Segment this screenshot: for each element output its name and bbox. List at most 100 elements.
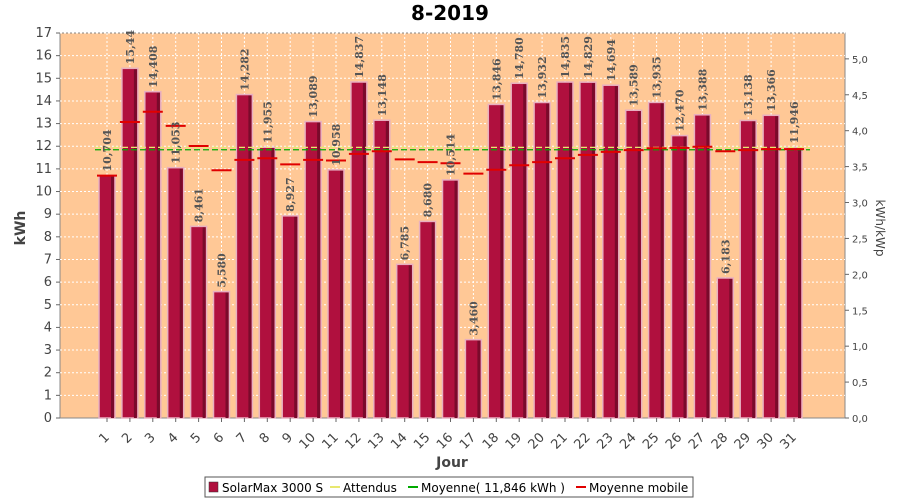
x-tick-label: 15	[411, 430, 433, 452]
legend-box	[204, 476, 694, 498]
data-label: 10,514	[445, 133, 458, 175]
x-tick-label: 21	[549, 430, 571, 452]
data-label: 8,461	[193, 188, 206, 222]
x-tick-label: 1	[96, 430, 112, 446]
bar-shade	[706, 115, 710, 418]
x-tick-label: 3	[142, 430, 158, 446]
bar-shade	[248, 95, 252, 419]
x-axis-title: Jour	[435, 455, 468, 471]
y-right-tick-label: 2,0	[852, 270, 868, 281]
y-right-tick-label: 0,0	[852, 414, 868, 425]
y-tick-label: 16	[35, 49, 52, 64]
data-label: 8,680	[422, 183, 435, 218]
y-tick-label: 17	[35, 26, 52, 41]
y-right-tick-label: 5,0	[852, 55, 868, 66]
data-labels: 10,704 15,44 14,408 11,053 8,461 5,580 14,282 1…	[101, 30, 801, 336]
legend: SolarMax 3000 S Attendus Moyenne( 11,846…	[204, 476, 694, 498]
bar-shade	[454, 180, 458, 418]
legend-label-solarmax: SolarMax 3000 S	[222, 481, 323, 495]
x-tick-label: 14	[388, 430, 410, 452]
data-label: 12,470	[674, 89, 687, 131]
y-tick-label: 14	[35, 94, 52, 109]
x-tick-label: 17	[457, 430, 479, 452]
x-tick-label: 20	[526, 430, 548, 452]
y-right-tick-label: 4,0	[852, 127, 868, 138]
x-tick-label: 7	[234, 430, 250, 446]
y-tick-label: 0	[44, 411, 52, 426]
data-label: 14,282	[238, 48, 251, 90]
y-tick-label: 13	[35, 117, 52, 132]
legend-label-attendus: Attendus	[343, 481, 397, 495]
legend-label-moyenne-mobile: Moyenne mobile	[589, 481, 688, 495]
data-label: 6,785	[399, 226, 412, 260]
x-tick-label: 11	[320, 430, 342, 452]
legend-label-moyenne: Moyenne( 11,846 kWh )	[421, 481, 565, 495]
y-right-tick-label: 2,5	[852, 234, 868, 245]
bar-shade	[569, 83, 572, 418]
bar-shade	[156, 92, 160, 419]
data-label: 14,694	[605, 39, 618, 81]
data-label: 13,932	[536, 56, 549, 98]
data-label: 11,946	[788, 101, 801, 143]
bar-shade	[500, 105, 504, 418]
chart-title: 8-2019	[411, 1, 489, 25]
x-tick-label: 8	[257, 430, 273, 446]
bar-shade	[477, 340, 481, 418]
data-label: 13,846	[490, 58, 503, 100]
y-tick-label: 3	[44, 343, 52, 358]
y-tick-label: 7	[44, 252, 52, 267]
x-tick-label: 16	[434, 430, 456, 452]
data-label: 11,955	[261, 101, 274, 143]
bar-shade	[133, 69, 137, 419]
data-label: 10,958	[330, 123, 343, 165]
bar-shade	[111, 176, 114, 418]
bar-shade	[614, 86, 618, 418]
y-tick-label: 8	[44, 230, 52, 245]
y-right-tick-label: 3,0	[852, 199, 868, 210]
bar-shade	[340, 170, 343, 418]
bar-shade	[225, 292, 229, 418]
y-right-tick-label: 0,5	[852, 378, 868, 389]
x-tick-label: 10	[297, 430, 319, 452]
x-tick-label: 13	[365, 430, 387, 452]
x-tick-label: 23	[594, 430, 616, 452]
y-right-tick-label: 4,5	[852, 91, 868, 102]
x-tick-label: 12	[342, 430, 364, 452]
x-tick-label: 2	[119, 430, 135, 446]
x-tick-label: 18	[480, 430, 502, 452]
y-axis-title: kWh	[13, 211, 29, 246]
data-label: 13,366	[765, 69, 778, 111]
y-tick-label: 12	[35, 139, 52, 154]
data-label: 13,148	[376, 74, 389, 116]
x-tick-label: 27	[686, 430, 708, 452]
data-label: 13,589	[628, 64, 641, 106]
bar-shade	[752, 121, 756, 418]
x-tick-label: 19	[503, 430, 525, 452]
bar-shade	[637, 111, 641, 418]
data-label: 14,780	[513, 37, 526, 79]
x-tick-label: 25	[640, 430, 662, 452]
bar-shade	[546, 103, 550, 419]
bars	[98, 67, 803, 419]
data-label: 11,053	[170, 122, 183, 164]
y-tick-label: 9	[44, 207, 52, 222]
y-tick-label: 10	[35, 185, 52, 200]
bar-shade	[179, 168, 183, 418]
data-label: 6,183	[719, 240, 732, 274]
data-label: 10,704	[101, 129, 114, 171]
legend-swatch-solarmax	[208, 481, 219, 493]
data-label: 14,408	[147, 45, 160, 87]
x-tick-label: 6	[211, 430, 227, 446]
bar-shade	[317, 122, 321, 419]
y-tick-label: 11	[35, 162, 52, 177]
y-tick-label: 5	[44, 298, 52, 313]
data-label: 13,388	[696, 68, 709, 110]
data-label: 3,460	[467, 301, 480, 336]
bar-shade	[431, 222, 435, 418]
data-label: 13,935	[651, 56, 664, 98]
data-label: 13,089	[307, 75, 320, 117]
y-tick-label: 1	[44, 388, 52, 403]
x-tick-label: 29	[732, 430, 754, 452]
bar-shade	[523, 84, 527, 418]
